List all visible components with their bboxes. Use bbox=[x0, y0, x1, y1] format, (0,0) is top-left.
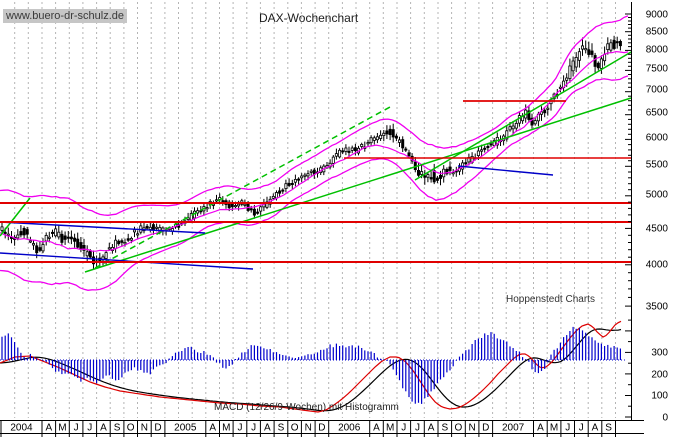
price-bands bbox=[0, 15, 629, 291]
time-axis-label: J bbox=[238, 423, 243, 434]
time-axis-label: O bbox=[127, 423, 135, 434]
macd-line bbox=[0, 320, 622, 413]
time-axis-label: O bbox=[455, 423, 463, 434]
band-upper bbox=[0, 15, 629, 216]
time-axis-label: M bbox=[550, 423, 558, 434]
time-axis-label: J bbox=[565, 423, 570, 434]
month-gridlines bbox=[14, 2, 616, 418]
time-axis-label: M bbox=[222, 423, 230, 434]
provider-branding-label: Hoppenstedt Charts bbox=[506, 294, 595, 305]
weekly-candlesticks bbox=[0, 35, 622, 269]
time-axis-label: J bbox=[401, 423, 406, 434]
macd-tick-label: 100 bbox=[651, 391, 668, 402]
time-axis-label: 2004 bbox=[10, 423, 33, 434]
time-axis-label: J bbox=[415, 423, 420, 434]
time-axis-label: A bbox=[45, 423, 52, 434]
time-axis-label: J bbox=[579, 423, 584, 434]
time-axis-label: S bbox=[441, 423, 448, 434]
price-tick-label: 4500 bbox=[646, 224, 669, 235]
time-axis-label: A bbox=[592, 423, 599, 434]
time-axis-label: D bbox=[318, 423, 325, 434]
time-axis-label: M bbox=[386, 423, 394, 434]
macd-histogram bbox=[1, 326, 622, 404]
price-tick-label: 7500 bbox=[646, 64, 669, 75]
time-axis-label: D bbox=[482, 423, 489, 434]
time-axis: 2004 A M J J A S O N D 2005 A M J J A S O N D 2006 A M J J A S O N D 2… bbox=[0, 420, 644, 437]
band-middle bbox=[0, 50, 629, 252]
price-tick-label: 6000 bbox=[646, 133, 669, 144]
price-tick-label: 8000 bbox=[646, 45, 669, 56]
price-tick-label: 6500 bbox=[646, 108, 669, 119]
price-axis: 9000 8500 8000 7500 7000 6500 6000 5500 5000 4500… bbox=[625, 2, 668, 420]
time-axis-label: M bbox=[58, 423, 66, 434]
red-price-levels bbox=[0, 100, 631, 263]
time-axis-label: J bbox=[251, 423, 256, 434]
time-axis-label: A bbox=[428, 423, 435, 434]
macd-tick-label: 300 bbox=[651, 348, 668, 359]
time-axis-label: J bbox=[74, 423, 79, 434]
time-axis-label: 2007 bbox=[502, 423, 525, 434]
time-axis-label: D bbox=[154, 423, 161, 434]
chart-title: DAX-Wochenchart bbox=[259, 11, 359, 25]
time-axis-label: S bbox=[114, 423, 121, 434]
macd-signal-line bbox=[0, 328, 622, 412]
band-lower bbox=[0, 75, 629, 291]
time-axis-label: A bbox=[373, 423, 380, 434]
time-axis-label: A bbox=[100, 423, 107, 434]
time-axis-label: S bbox=[278, 423, 285, 434]
price-tick-label: 9000 bbox=[646, 10, 669, 21]
time-axis-label: S bbox=[605, 423, 612, 434]
macd-tick-label: 200 bbox=[651, 370, 668, 381]
macd-indicator-label: MACD (12/26/9-Wochen) mit Histogramm bbox=[214, 402, 399, 413]
price-tick-label: 8500 bbox=[646, 27, 669, 38]
price-tick-label: 5000 bbox=[646, 190, 669, 201]
macd-panel bbox=[0, 320, 625, 413]
time-axis-label: A bbox=[209, 423, 216, 434]
price-tick-label: 3500 bbox=[646, 302, 669, 313]
time-axis-label: A bbox=[264, 423, 271, 434]
price-tick-label: 7000 bbox=[646, 85, 669, 96]
time-axis-label: 2005 bbox=[174, 423, 197, 434]
watermark-site-label: www.buero-dr-schulz.de bbox=[3, 9, 127, 23]
time-axis-label: N bbox=[305, 423, 312, 434]
time-axis-label: 2006 bbox=[338, 423, 361, 434]
price-tick-label: 4000 bbox=[646, 260, 669, 271]
price-tick-label: 5500 bbox=[646, 160, 669, 171]
time-axis-label: A bbox=[537, 423, 544, 434]
time-axis-label: N bbox=[468, 423, 475, 434]
time-axis-label: N bbox=[141, 423, 148, 434]
macd-tick-label: 0 bbox=[662, 413, 668, 424]
time-axis-label: J bbox=[87, 423, 92, 434]
macd-axis: 300 200 100 0 bbox=[625, 319, 668, 424]
time-axis-label: O bbox=[291, 423, 299, 434]
